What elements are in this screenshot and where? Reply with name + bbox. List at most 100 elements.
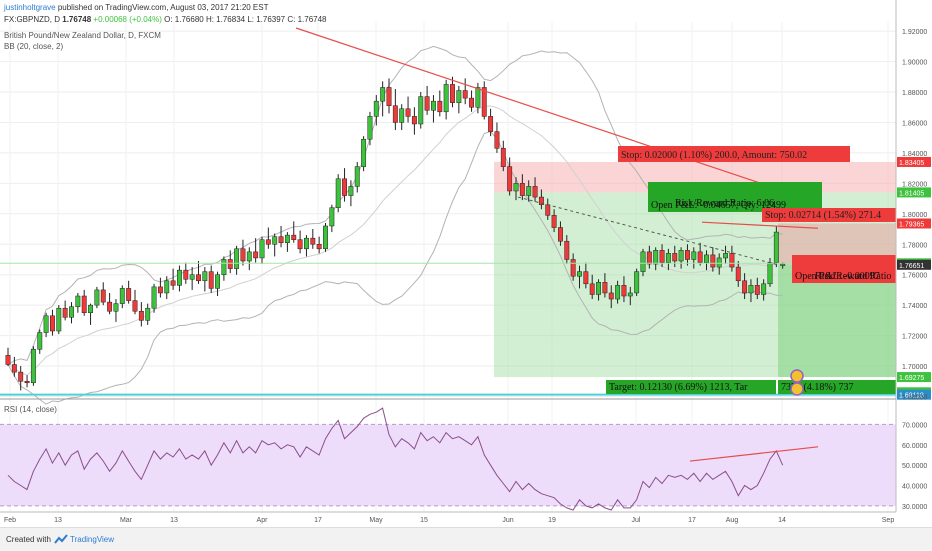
pnl-label-2: Open P&L: -0.00097: [795, 271, 880, 282]
candle-body: [100, 289, 106, 303]
candle-body: [405, 108, 411, 117]
y-tick-label: 1.70000: [902, 364, 927, 371]
candle-body: [780, 263, 786, 266]
candle-body: [475, 87, 481, 108]
ohlc-values: O: 1.76680 H: 1.76834 L: 1.76397 C: 1.76…: [164, 15, 327, 24]
rr-label-2: Risk/Reward Ratio: [815, 271, 891, 282]
price-label: 1.81405: [899, 190, 924, 197]
tradingview-brand-link[interactable]: TradingView: [70, 535, 115, 544]
rsi-tick-label: 60.0000: [902, 443, 927, 450]
candle-body: [189, 274, 195, 280]
x-tick-label: Aug: [726, 517, 739, 524]
candle-body: [386, 87, 392, 106]
candle-body: [704, 254, 709, 263]
candle-body: [126, 288, 132, 301]
candle-body: [742, 280, 748, 294]
candle-body: [18, 371, 24, 382]
candle-body: [272, 236, 278, 245]
candle-body: [157, 286, 163, 294]
candle-body: [202, 271, 208, 282]
candle-body: [221, 259, 227, 275]
author-link[interactable]: justinholtgrave: [4, 3, 56, 12]
candle-body: [500, 148, 506, 167]
price-label-box: [897, 389, 931, 400]
bb-legend: BB (20, close, 2): [4, 42, 64, 51]
position-link-line: [517, 196, 779, 266]
candle-body: [75, 295, 81, 307]
candle-body: [577, 271, 582, 277]
candle-body: [526, 186, 532, 196]
rsi-line: [7, 407, 784, 511]
y-tick-label: 1.88000: [902, 90, 927, 97]
candle-body: [716, 257, 722, 268]
y-tick-label: 1.72000: [902, 334, 927, 341]
candle-body: [437, 100, 443, 113]
candle-body: [761, 283, 767, 295]
price-label: 1.79365: [899, 221, 924, 228]
candle-body: [37, 332, 43, 350]
candle-body: [513, 183, 519, 192]
candle-body: [392, 105, 398, 123]
footer-bar: Created with TradingView: [0, 527, 932, 551]
candle-body: [11, 364, 17, 373]
candle-body: [354, 166, 360, 187]
publish-text: published on TradingView.com, August 03,…: [57, 3, 269, 12]
candle-body: [88, 304, 93, 314]
rsi-tick-label: 70.0000: [902, 422, 927, 429]
quote-line: FX:GBPNZD, D 1.76748 +0.00068 (+0.04%) O…: [4, 15, 327, 24]
publish-info: justinholtgrave published on TradingView…: [4, 3, 269, 12]
candle-body: [665, 253, 671, 263]
candle-body: [253, 251, 259, 259]
pnl-label-1: Open P&L: -0.04657, Qty: 12499: [651, 200, 786, 211]
target-zone-1: [494, 192, 896, 378]
candle-body: [418, 96, 424, 125]
candle-body: [119, 288, 125, 304]
candle-body: [208, 271, 214, 289]
candle-body: [640, 251, 646, 272]
candle-body: [56, 307, 62, 332]
x-tick-label: 17: [314, 517, 322, 524]
candle-body: [691, 251, 697, 260]
candle-body: [494, 131, 500, 149]
candle-body: [164, 280, 170, 294]
candle-body: [278, 236, 284, 243]
price-label-box: [897, 156, 931, 167]
candle-body: [342, 178, 348, 196]
bb-lower-line: [7, 130, 783, 405]
candle-body: [456, 90, 462, 103]
target-label-2-box: [778, 380, 896, 394]
tradingview-logo-icon[interactable]: [54, 532, 68, 546]
x-tick-label: 17: [688, 517, 696, 524]
candle-body: [329, 207, 335, 227]
candle-body: [81, 295, 87, 314]
candle-body: [30, 349, 36, 384]
candle-body: [767, 262, 773, 285]
candle-body: [507, 166, 513, 192]
candle-body: [183, 269, 189, 280]
candle-body: [170, 280, 176, 286]
price-label: 1.83405: [899, 160, 924, 167]
candle-body: [646, 251, 652, 265]
price-change: +0.00068 (+0.04%): [93, 15, 162, 24]
candle-body: [634, 271, 640, 294]
candle-body: [672, 253, 678, 262]
target-label-1: Target: 0.12130 (6.69%) 1213, Tar: [609, 382, 748, 393]
x-tick-label: Jun: [502, 517, 513, 524]
target-label-2: 7376 (4.18%) 737: [781, 382, 854, 393]
candle-body: [246, 251, 252, 262]
candle-body: [196, 274, 201, 282]
price-label: 1.68118: [899, 393, 924, 400]
candle-body: [234, 248, 240, 269]
candle-body: [754, 285, 760, 295]
candle-body: [138, 310, 144, 321]
candle-body: [43, 315, 49, 333]
candle-body: [177, 269, 182, 286]
rsi-band: [0, 424, 896, 506]
candle-body: [24, 381, 30, 384]
x-tick-label: Feb: [4, 517, 16, 524]
y-tick-label: 1.80000: [902, 212, 927, 219]
candle-body: [132, 300, 138, 312]
x-tick-label: Mar: [120, 517, 133, 524]
candle-body: [107, 301, 113, 312]
candle-body: [310, 237, 316, 245]
